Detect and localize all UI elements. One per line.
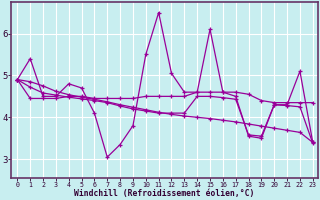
- X-axis label: Windchill (Refroidissement éolien,°C): Windchill (Refroidissement éolien,°C): [74, 189, 255, 198]
